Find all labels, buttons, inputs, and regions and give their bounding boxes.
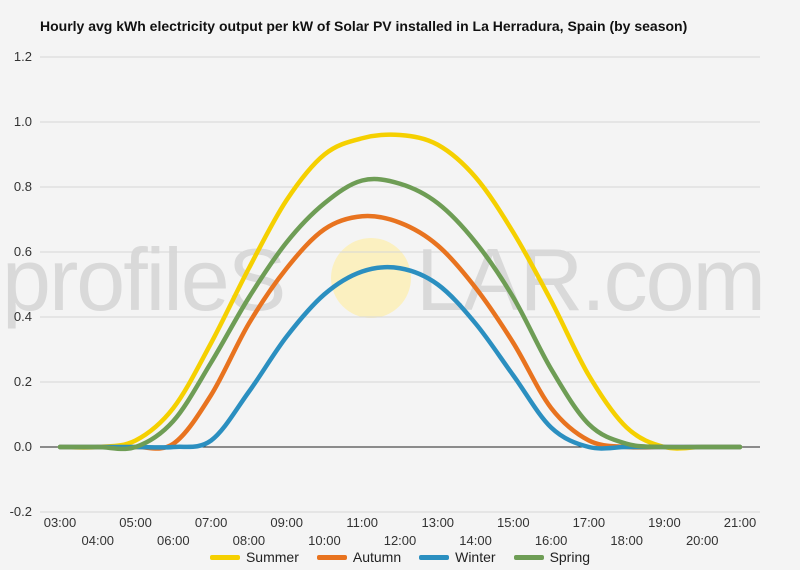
chart-title: Hourly avg kWh electricity output per kW… (40, 18, 688, 34)
series-line-summer (57, 132, 743, 451)
legend-item-autumn[interactable]: Autumn (316, 549, 402, 565)
series-lines (57, 132, 743, 452)
x-axis: 03:00 04:00 05:00 06:00 07:00 08:00 09:00 10:00… (44, 515, 757, 548)
x-tick-label: 07:00 (195, 515, 228, 530)
legend-label: Summer (245, 549, 299, 565)
grid-lines (40, 56, 760, 513)
watermark: profileS LAR.com (2, 230, 766, 329)
x-tick-label: 05:00 (119, 515, 152, 530)
x-tick-label: 06:00 (157, 533, 190, 548)
x-tick-label: 13:00 (422, 515, 455, 530)
watermark-text-right: LAR.com (416, 230, 764, 329)
legend-swatch (316, 554, 347, 560)
y-tick-label: -0.2 (10, 504, 32, 519)
y-tick-label: 1.0 (14, 114, 32, 129)
x-tick-label: 19:00 (648, 515, 681, 530)
x-tick-label: 21:00 (724, 515, 757, 530)
y-tick-label: 0.6 (14, 244, 32, 259)
x-tick-label: 14:00 (459, 533, 492, 548)
y-axis: -0.2 0.0 0.2 0.4 0.6 0.8 1.0 1.2 (10, 49, 32, 519)
x-tick-label: 12:00 (384, 533, 417, 548)
legend-label: Autumn (352, 549, 402, 565)
y-tick-label: 0.0 (14, 439, 32, 454)
legend-item-winter[interactable]: Winter (419, 549, 496, 565)
x-tick-label: 18:00 (610, 533, 643, 548)
watermark-sun-icon (331, 238, 411, 318)
legend: Summer Autumn Winter Spring (0, 549, 800, 565)
legend-swatch (209, 554, 240, 560)
legend-swatch (419, 554, 450, 560)
x-tick-label: 17:00 (573, 515, 606, 530)
x-tick-label: 16:00 (535, 533, 568, 548)
x-tick-label: 03:00 (44, 515, 77, 530)
y-tick-label: 1.2 (14, 49, 32, 64)
x-tick-label: 04:00 (82, 533, 115, 548)
legend-label: Winter (455, 549, 496, 565)
legend-item-summer[interactable]: Summer (209, 549, 299, 565)
x-tick-label: 08:00 (233, 533, 266, 548)
series-line-winter (57, 264, 743, 451)
x-tick-label: 09:00 (270, 515, 303, 530)
x-tick-label: 20:00 (686, 533, 719, 548)
x-tick-label: 15:00 (497, 515, 530, 530)
legend-swatch (513, 554, 544, 560)
x-tick-label: 10:00 (308, 533, 341, 548)
legend-label: Spring (549, 549, 591, 565)
y-tick-label: 0.2 (14, 374, 32, 389)
x-tick-label: 11:00 (346, 515, 378, 530)
y-tick-label: 0.8 (14, 179, 32, 194)
legend-item-spring[interactable]: Spring (513, 549, 591, 565)
series-line-spring (57, 176, 743, 452)
y-tick-label: 0.4 (14, 309, 32, 324)
